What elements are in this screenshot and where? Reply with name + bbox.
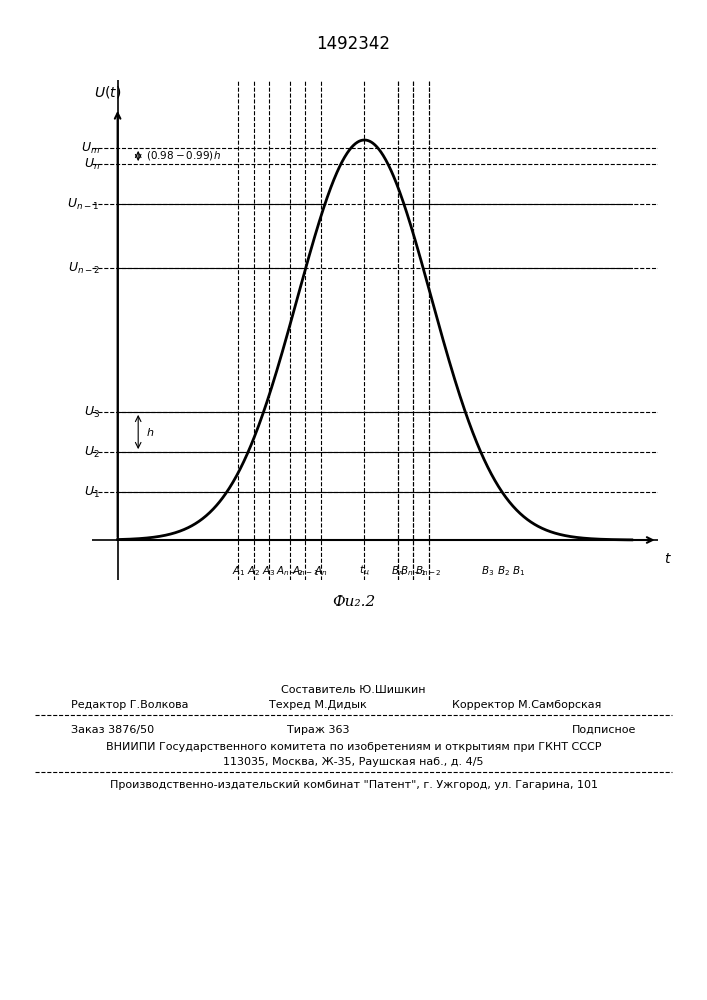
Text: Тираж 363: Тираж 363 <box>287 725 349 735</box>
Text: Производственно-издательский комбинат "Патент", г. Ужгород, ул. Гагарина, 101: Производственно-издательский комбинат "П… <box>110 780 597 790</box>
Text: Редактор Г.Волкова: Редактор Г.Волкова <box>71 700 188 710</box>
Text: 113035, Москва, Ж-35, Раушская наб., д. 4/5: 113035, Москва, Ж-35, Раушская наб., д. … <box>223 757 484 767</box>
Text: $U(t)$: $U(t)$ <box>94 84 121 100</box>
Text: Фи₂.2: Фи₂.2 <box>332 595 375 609</box>
Text: $B_1$: $B_1$ <box>512 564 525 578</box>
Text: Техред М.Дидык: Техред М.Дидык <box>269 700 367 710</box>
Text: $A_n$: $A_n$ <box>314 564 327 578</box>
Text: $A_1$: $A_1$ <box>232 564 245 578</box>
Text: $U_3$: $U_3$ <box>83 404 100 420</box>
Text: $A_{n-1}$: $A_{n-1}$ <box>292 564 319 578</box>
Text: $U_1$: $U_1$ <box>83 484 100 500</box>
Text: $U_n$: $U_n$ <box>83 156 100 172</box>
Text: Подписное: Подписное <box>572 725 636 735</box>
Text: ВНИИПИ Государственного комитета по изобретениям и открытиям при ГКНТ СССР: ВНИИПИ Государственного комитета по изоб… <box>106 742 601 752</box>
Text: $U_m$: $U_m$ <box>81 140 100 156</box>
Text: $A_2$: $A_2$ <box>247 564 261 578</box>
Text: $h$: $h$ <box>146 426 154 438</box>
Text: $U_{n-2}$: $U_{n-2}$ <box>68 260 100 276</box>
Text: Корректор М.Самборская: Корректор М.Самборская <box>452 700 601 710</box>
Text: $B_n$: $B_n$ <box>391 564 404 578</box>
Text: $A_3$: $A_3$ <box>262 564 276 578</box>
Text: 1492342: 1492342 <box>317 35 390 53</box>
Text: $U_{n-1}$: $U_{n-1}$ <box>67 196 100 212</box>
Text: $t$: $t$ <box>664 552 672 566</box>
Text: $B_{n-1}$: $B_{n-1}$ <box>400 564 426 578</box>
Text: $A_{n-2}$: $A_{n-2}$ <box>276 564 303 578</box>
Text: $(0.98-0.99)h$: $(0.98-0.99)h$ <box>146 149 221 162</box>
Text: $B_{n-2}$: $B_{n-2}$ <box>416 564 442 578</box>
Text: Составитель Ю.Шишкин: Составитель Ю.Шишкин <box>281 685 426 695</box>
Text: $t_ц$: $t_ц$ <box>359 564 370 578</box>
Text: $B_2$: $B_2$ <box>497 564 510 578</box>
Text: $U_2$: $U_2$ <box>84 444 100 460</box>
Text: Заказ 3876/50: Заказ 3876/50 <box>71 725 154 735</box>
Text: $B_3$: $B_3$ <box>481 564 494 578</box>
